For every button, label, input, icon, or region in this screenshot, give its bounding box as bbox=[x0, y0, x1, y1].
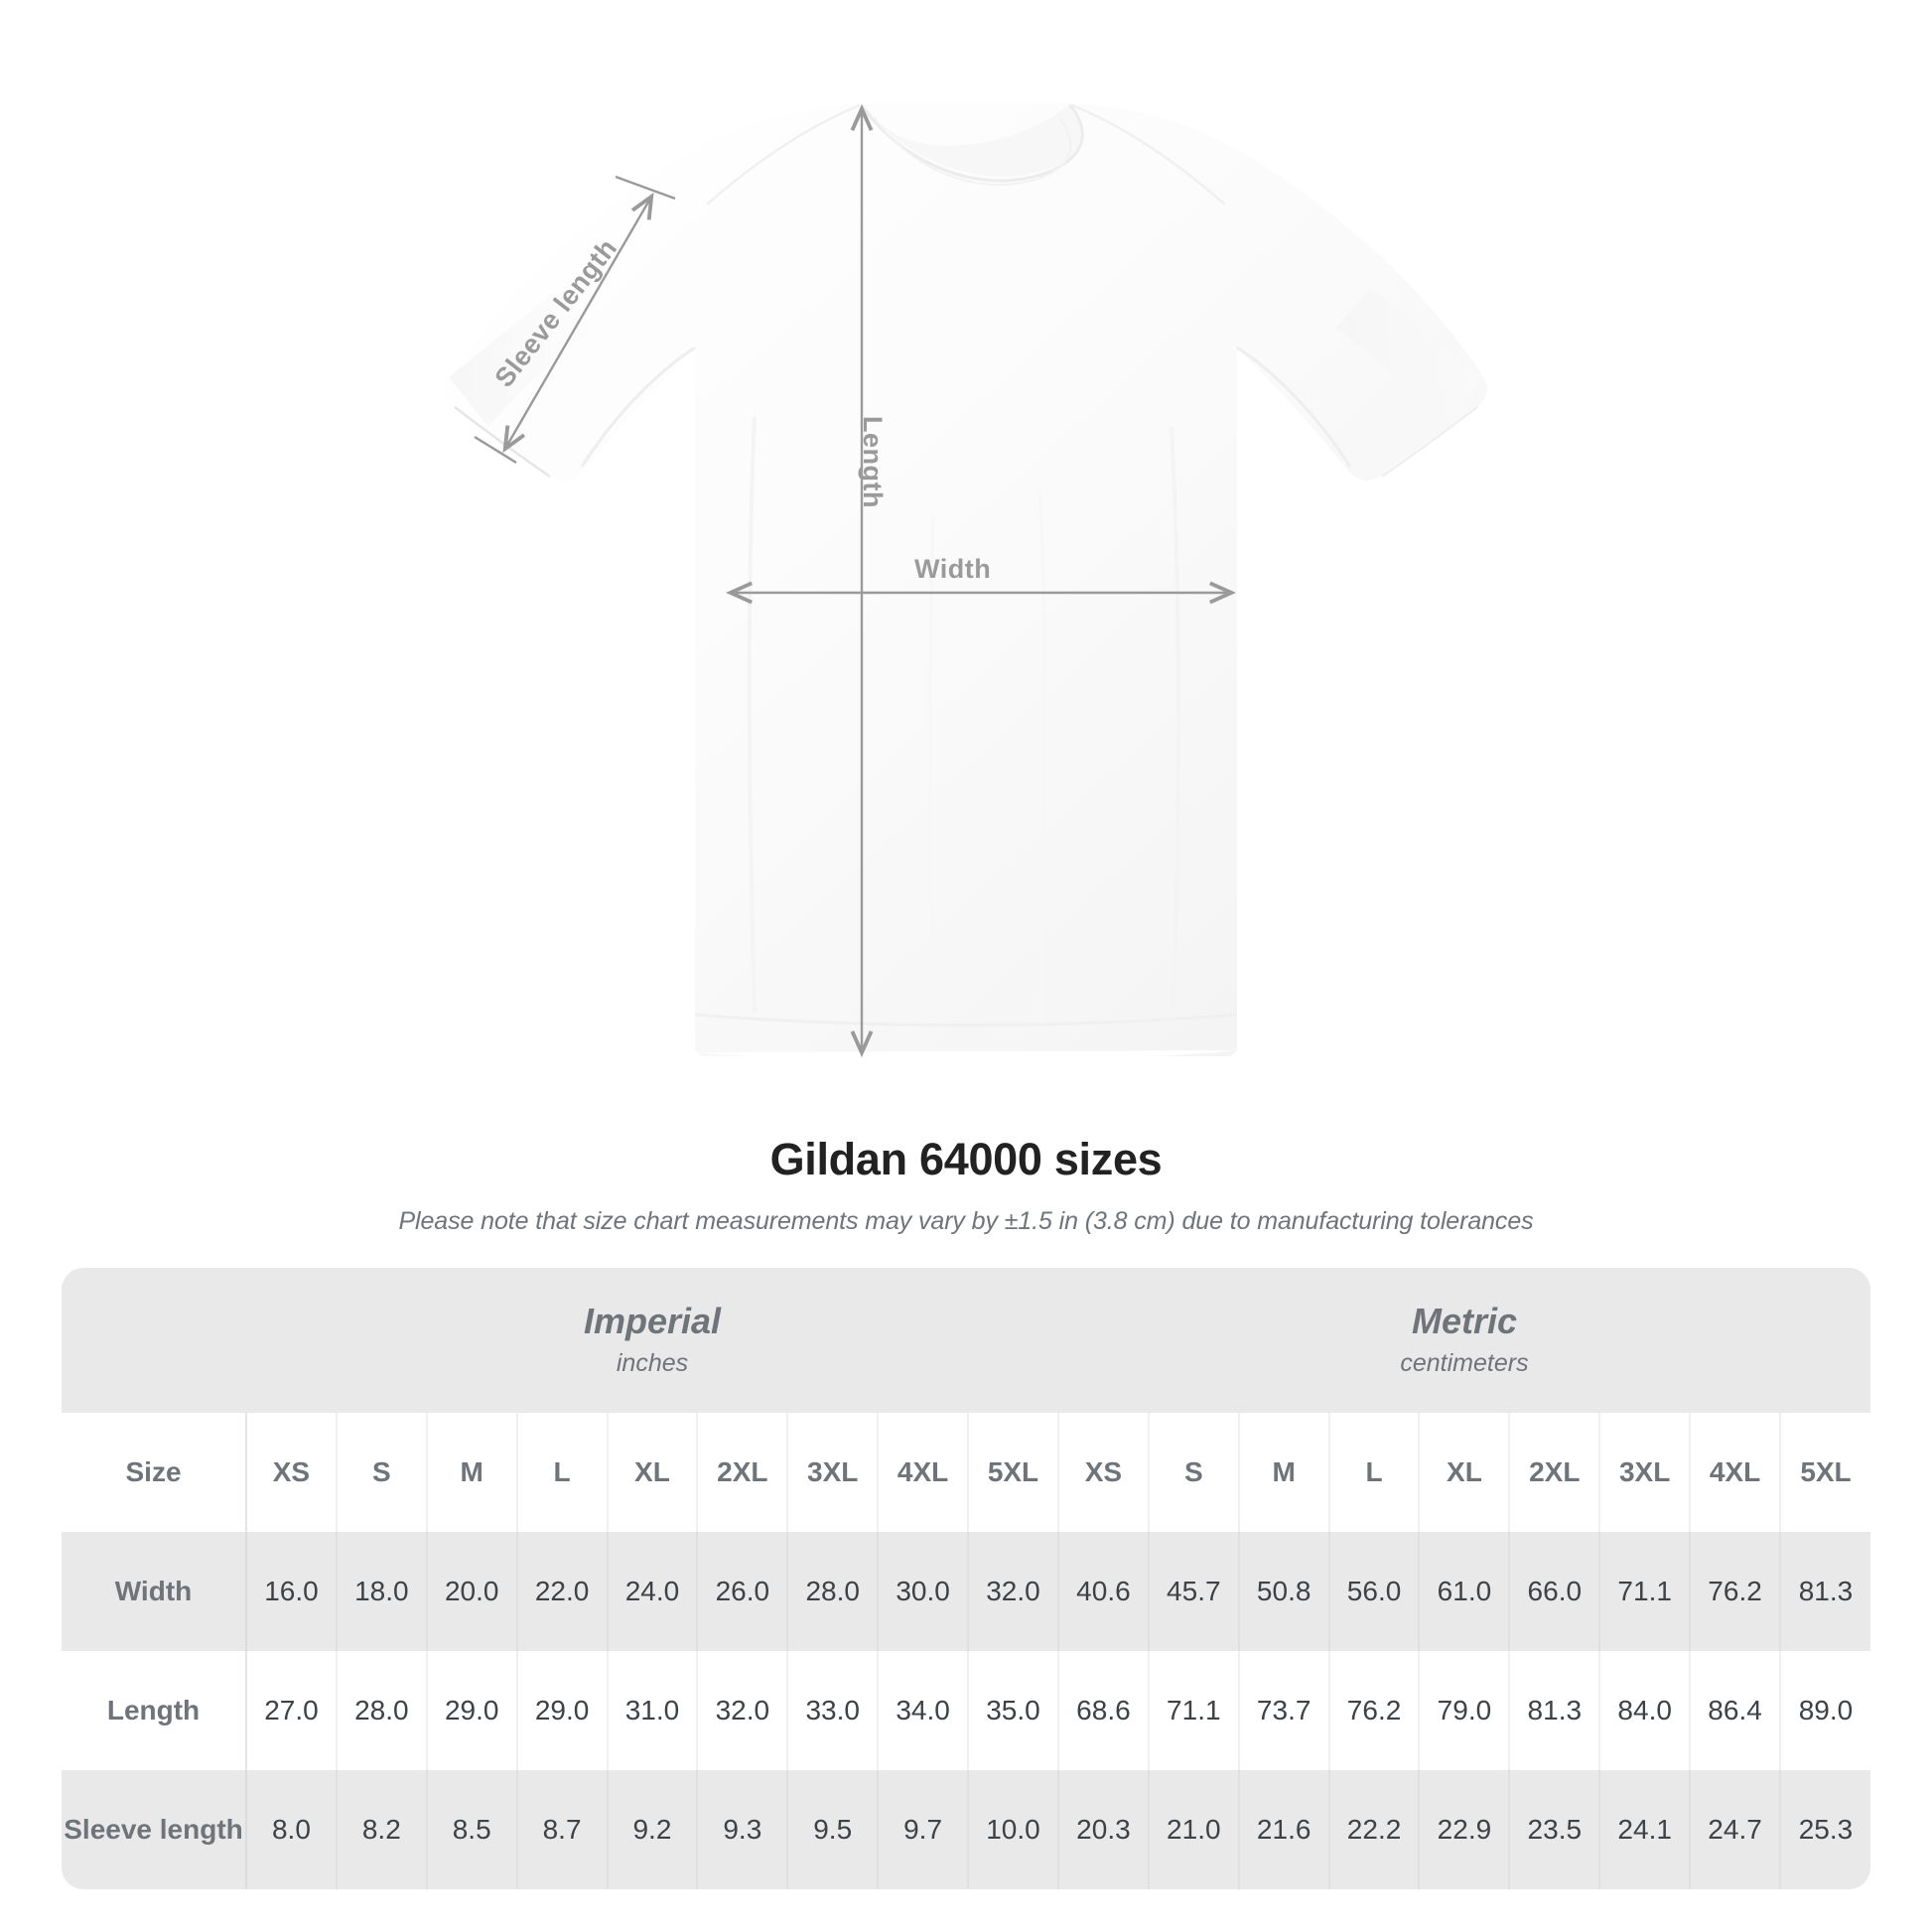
measurement-cell: 24.1 bbox=[1599, 1770, 1692, 1889]
measurement-cell: 21.6 bbox=[1238, 1770, 1330, 1889]
unit-group-units: inches bbox=[616, 1349, 689, 1378]
table-row: Length 27.0 28.0 29.0 29.0 31.0 32.0 33.0 34.0 35… bbox=[62, 1651, 1870, 1770]
measurement-cell: 86.4 bbox=[1690, 1651, 1781, 1770]
measurement-cell: 20.0 bbox=[426, 1532, 518, 1651]
measurement-cell: 71.1 bbox=[1599, 1532, 1692, 1651]
measurement-cell: 27.0 bbox=[246, 1651, 338, 1770]
measurement-cell: 20.3 bbox=[1056, 1770, 1150, 1889]
size-column-header: 2XL bbox=[697, 1413, 789, 1532]
measurement-cell: 22.9 bbox=[1419, 1770, 1511, 1889]
measurement-cell: 32.0 bbox=[968, 1532, 1059, 1651]
tshirt-shape bbox=[445, 103, 1487, 1063]
measurement-cell: 8.5 bbox=[426, 1770, 518, 1889]
size-column-header: M bbox=[426, 1413, 518, 1532]
measurement-cell: 31.0 bbox=[607, 1651, 699, 1770]
length-label: Length bbox=[857, 416, 888, 508]
unit-row-spacer bbox=[62, 1268, 246, 1413]
measurement-cell: 22.0 bbox=[516, 1532, 609, 1651]
size-header-label: Size bbox=[62, 1413, 247, 1532]
measurement-cell: 21.0 bbox=[1148, 1770, 1240, 1889]
size-column-header: XL bbox=[607, 1413, 699, 1532]
measurement-cell: 16.0 bbox=[246, 1532, 338, 1651]
page-title: Gildan 64000 sizes bbox=[769, 1134, 1163, 1184]
measurement-cell: 22.2 bbox=[1328, 1770, 1421, 1889]
measurement-cell: 89.0 bbox=[1779, 1651, 1870, 1770]
unit-group-units: centimeters bbox=[1400, 1349, 1529, 1378]
size-column-header: 5XL bbox=[968, 1413, 1059, 1532]
measurement-row-label: Width bbox=[62, 1532, 247, 1651]
measurement-cell: 84.0 bbox=[1599, 1651, 1692, 1770]
size-column-header: XL bbox=[1419, 1413, 1511, 1532]
measurement-cell: 56.0 bbox=[1328, 1532, 1421, 1651]
size-header-row: Size XS S M L XL 2XL 3XL 4XL 5XL XS S M L XL 2XL 3XL 4XL 5… bbox=[62, 1413, 1870, 1532]
measurement-cell: 24.7 bbox=[1690, 1770, 1781, 1889]
measurement-cell: 28.0 bbox=[787, 1532, 880, 1651]
measurement-cell: 28.0 bbox=[336, 1651, 428, 1770]
size-column-header: M bbox=[1238, 1413, 1330, 1532]
measurement-cell: 18.0 bbox=[336, 1532, 428, 1651]
size-column-header: XS bbox=[1056, 1413, 1150, 1532]
measurement-cell: 24.0 bbox=[607, 1532, 699, 1651]
width-label: Width bbox=[914, 554, 992, 584]
size-chart-table: Imperial inches Metric centimeters Size XS S M L… bbox=[62, 1268, 1870, 1889]
unit-group-name: Metric bbox=[1411, 1300, 1517, 1341]
tshirt-measurement-diagram: Sleeve length Length Width bbox=[445, 103, 1487, 1063]
measurement-cell: 45.7 bbox=[1148, 1532, 1240, 1651]
measurement-cell: 81.3 bbox=[1779, 1532, 1870, 1651]
size-column-header: 4XL bbox=[1690, 1413, 1781, 1532]
chart-heading-block: Gildan 64000 sizes Please note that size… bbox=[0, 1134, 1932, 1236]
measurement-cell: 29.0 bbox=[516, 1651, 609, 1770]
size-column-header: L bbox=[1328, 1413, 1421, 1532]
measurement-row-label: Sleeve length bbox=[62, 1770, 247, 1889]
measurement-cell: 9.3 bbox=[697, 1770, 789, 1889]
size-column-header: 5XL bbox=[1779, 1413, 1870, 1532]
size-column-header: L bbox=[516, 1413, 609, 1532]
size-column-header: XS bbox=[246, 1413, 338, 1532]
measurement-cell: 9.7 bbox=[878, 1770, 969, 1889]
size-column-header: S bbox=[1148, 1413, 1240, 1532]
measurement-cell: 71.1 bbox=[1148, 1651, 1240, 1770]
table-row: Width 16.0 18.0 20.0 22.0 24.0 26.0 28.0 30.0 32.… bbox=[62, 1532, 1870, 1651]
measurement-cell: 73.7 bbox=[1238, 1651, 1330, 1770]
measurement-cell: 10.0 bbox=[968, 1770, 1059, 1889]
measurement-cell: 34.0 bbox=[878, 1651, 969, 1770]
measurement-cell: 32.0 bbox=[697, 1651, 789, 1770]
measurement-cell: 23.5 bbox=[1509, 1770, 1601, 1889]
measurement-cell: 76.2 bbox=[1328, 1651, 1421, 1770]
measurement-cell: 66.0 bbox=[1509, 1532, 1601, 1651]
unit-group-header-metric: Metric centimeters bbox=[1057, 1268, 1870, 1413]
measurement-cell: 26.0 bbox=[697, 1532, 789, 1651]
measurement-cell: 30.0 bbox=[878, 1532, 969, 1651]
size-column-header: 2XL bbox=[1509, 1413, 1601, 1532]
measurement-cell: 29.0 bbox=[426, 1651, 518, 1770]
measurement-cell: 76.2 bbox=[1690, 1532, 1781, 1651]
measurement-cell: 9.2 bbox=[607, 1770, 699, 1889]
size-column-header: S bbox=[336, 1413, 428, 1532]
measurement-cell: 8.2 bbox=[336, 1770, 428, 1889]
unit-group-header-imperial: Imperial inches bbox=[246, 1268, 1058, 1413]
sleeve-length-dimension-line bbox=[474, 175, 676, 465]
size-chart-table-container: Imperial inches Metric centimeters Size XS S M L… bbox=[62, 1268, 1870, 1889]
size-column-header: 3XL bbox=[1599, 1413, 1692, 1532]
tolerance-note: Please note that size chart measurements… bbox=[398, 1207, 1534, 1235]
measurement-cell: 50.8 bbox=[1238, 1532, 1330, 1651]
unit-group-name: Imperial bbox=[583, 1300, 722, 1341]
measurement-cell: 25.3 bbox=[1779, 1770, 1870, 1889]
measurement-cell: 8.7 bbox=[516, 1770, 609, 1889]
measurement-cell: 33.0 bbox=[787, 1651, 880, 1770]
measurement-cell: 61.0 bbox=[1419, 1532, 1511, 1651]
size-column-header: 4XL bbox=[878, 1413, 969, 1532]
tshirt-illustration bbox=[445, 103, 1487, 1063]
measurement-cell: 9.5 bbox=[787, 1770, 880, 1889]
measurement-cell: 68.6 bbox=[1056, 1651, 1150, 1770]
measurement-cell: 81.3 bbox=[1509, 1651, 1601, 1770]
table-row: Sleeve length 8.0 8.2 8.5 8.7 9.2 9.3 9.5 9.7 10.… bbox=[62, 1770, 1870, 1889]
measurement-cell: 79.0 bbox=[1419, 1651, 1511, 1770]
measurement-cell: 40.6 bbox=[1056, 1532, 1150, 1651]
unit-group-row: Imperial inches Metric centimeters bbox=[62, 1268, 1870, 1413]
measurement-row-label: Length bbox=[62, 1651, 247, 1770]
measurement-cell: 35.0 bbox=[968, 1651, 1059, 1770]
measurement-cell: 8.0 bbox=[246, 1770, 338, 1889]
size-column-header: 3XL bbox=[787, 1413, 880, 1532]
